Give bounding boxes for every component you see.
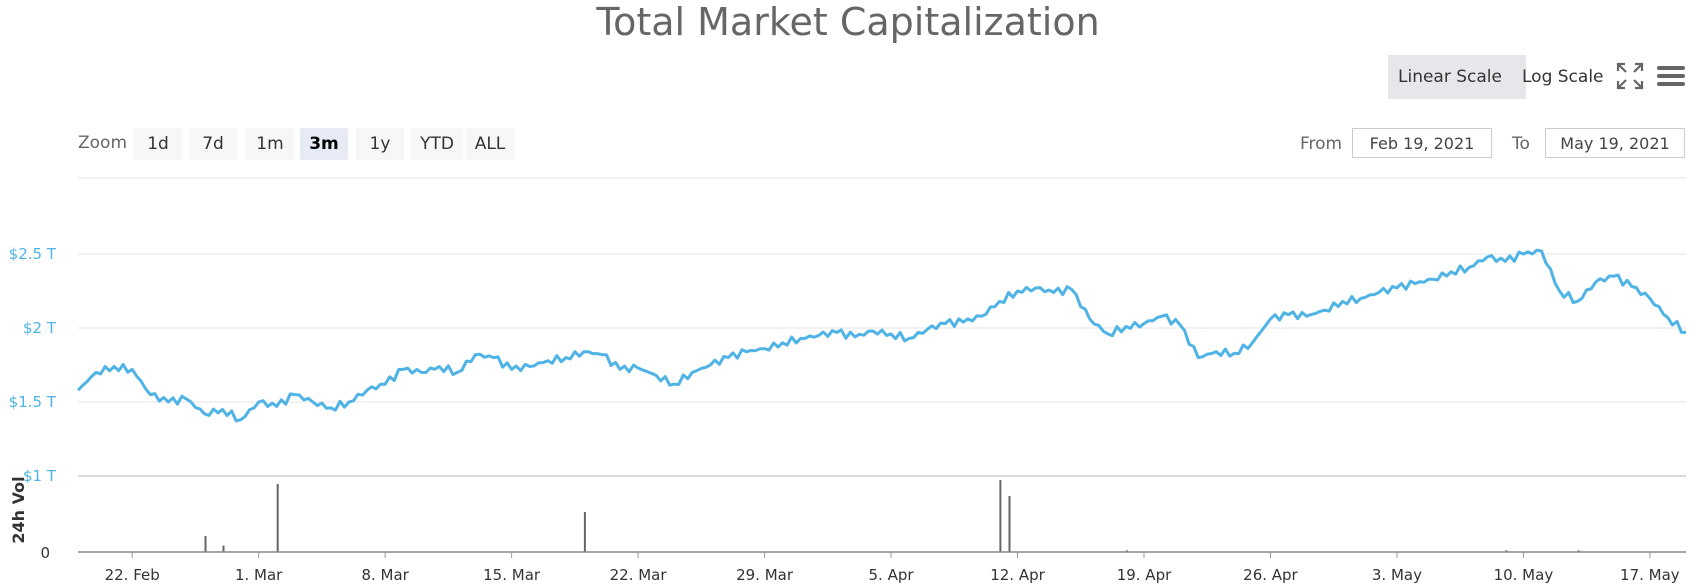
hamburger-menu-icon[interactable] (1653, 58, 1689, 94)
linear-scale-button[interactable]: Linear Scale (1388, 55, 1526, 99)
x-tick-label: 8. Mar (361, 566, 409, 584)
x-tick-label: 22. Mar (610, 566, 668, 584)
x-tick-label: 3. May (1372, 566, 1422, 584)
volume-bar (204, 536, 207, 552)
zoom-button-1y[interactable]: 1y (356, 128, 404, 160)
x-tick-label: 5. Apr (869, 566, 915, 584)
volume-bar (1505, 550, 1508, 552)
zoom-button-ytd[interactable]: YTD (411, 128, 463, 160)
from-date-input[interactable]: Feb 19, 2021 (1352, 128, 1492, 158)
y-tick-label: $2.5 T (9, 245, 57, 263)
volume-bar (1008, 496, 1011, 552)
y-tick-label: $1 T (23, 467, 57, 485)
volume-axis-title: 24h Vol (9, 476, 28, 543)
to-date-input[interactable]: May 19, 2021 (1545, 128, 1685, 158)
x-tick-label: 10. May (1494, 566, 1554, 584)
x-tick-label: 19. Apr (1117, 566, 1172, 584)
x-tick-label: 17. May (1620, 566, 1680, 584)
volume-bar (999, 480, 1002, 552)
x-tick-label: 22. Feb (105, 566, 160, 584)
fullscreen-icon[interactable] (1612, 58, 1648, 94)
zoom-button-1m[interactable]: 1m (246, 128, 294, 160)
y-tick-label: $2 T (23, 319, 57, 337)
volume-bar (1125, 550, 1128, 552)
x-axis-ticks: 22. Feb 1. Mar 8. Mar 15. Mar 22. Mar 29. Mar… (105, 552, 1680, 584)
x-tick-label: 12. Apr (990, 566, 1045, 584)
zoom-button-all[interactable]: ALL (466, 128, 514, 160)
volume-bar (276, 484, 279, 552)
volume-axis-zero: 0 (40, 544, 50, 562)
volume-bar (1577, 550, 1580, 552)
volume-bar (222, 545, 225, 552)
zoom-button-7d[interactable]: 7d (189, 128, 237, 160)
volume-bars (204, 480, 1580, 552)
log-scale-button[interactable]: Log Scale (1522, 67, 1604, 87)
x-tick-label: 29. Mar (736, 566, 794, 584)
grid-layer (78, 253, 1686, 477)
x-tick-label: 1. Mar (235, 566, 283, 584)
from-label: From (1300, 134, 1343, 154)
y-tick-label: $1.5 T (9, 393, 57, 411)
zoom-label: Zoom (78, 133, 128, 153)
y-axis-ticks: $1 T $1.5 T $2 T $2.5 T (9, 245, 57, 485)
zoom-button-1d[interactable]: 1d (134, 128, 182, 160)
volume-bar (583, 512, 586, 552)
to-label: To (1512, 134, 1530, 154)
chart-title: Total Market Capitalization (596, 0, 1100, 44)
x-tick-label: 26. Apr (1243, 566, 1298, 584)
x-tick-label: 15. Mar (483, 566, 541, 584)
market-cap-line (76, 248, 1686, 423)
zoom-button-3m[interactable]: 3m (300, 128, 348, 160)
